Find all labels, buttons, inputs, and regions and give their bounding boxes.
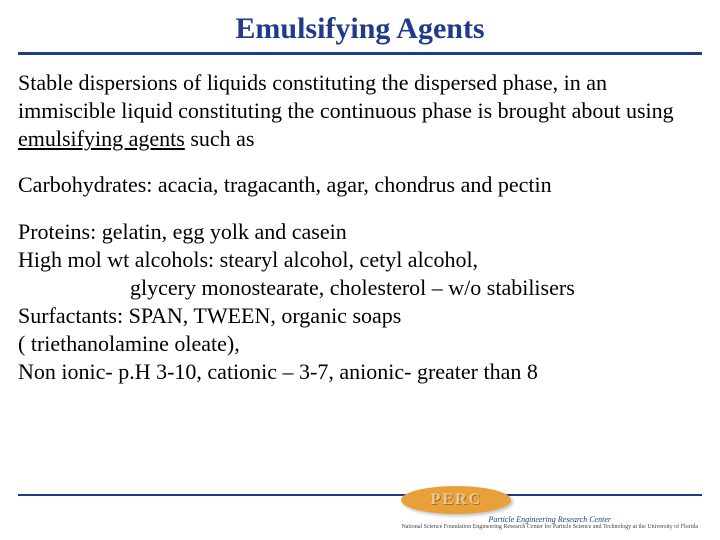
surfactants-paren: ( triethanolamine oleate), bbox=[18, 330, 702, 358]
perc-logo: PERC Particle Engineering Research Cente… bbox=[401, 486, 698, 530]
carbs-line: Carbohydrates: acacia, tragacanth, agar,… bbox=[18, 171, 702, 199]
nonionic-line: Non ionic- p.H 3-10, cationic – 3-7, ani… bbox=[18, 358, 702, 386]
title-rule bbox=[18, 52, 702, 55]
alcohols-line: High mol wt alcohols: stearyl alcohol, c… bbox=[18, 246, 702, 274]
proteins-line: Proteins: gelatin, egg yolk and casein bbox=[18, 218, 702, 246]
intro-text-post: such as bbox=[185, 126, 255, 151]
perc-logo-line2: National Science Foundation Engineering … bbox=[401, 524, 698, 530]
title-wrap: Emulsifying Agents bbox=[18, 12, 702, 46]
intro-text-pre: Stable dispersions of liquids constituti… bbox=[18, 70, 674, 123]
perc-logo-ellipse: PERC bbox=[401, 486, 511, 514]
perc-logo-line1: Particle Engineering Research Center bbox=[401, 515, 698, 524]
body-text: Stable dispersions of liquids constituti… bbox=[18, 69, 702, 387]
surfactants-line: Surfactants: SPAN, TWEEN, organic soaps bbox=[18, 302, 702, 330]
slide-container: Emulsifying Agents Stable dispersions of… bbox=[0, 0, 720, 540]
intro-paragraph: Stable dispersions of liquids constituti… bbox=[18, 69, 702, 153]
perc-logo-acronym: PERC bbox=[431, 491, 483, 509]
alcohols-indent: glycery monostearate, cholesterol – w/o … bbox=[18, 274, 702, 302]
block-remaining: Proteins: gelatin, egg yolk and casein H… bbox=[18, 218, 702, 387]
intro-text-underlined: emulsifying agents bbox=[18, 126, 185, 151]
slide-title: Emulsifying Agents bbox=[235, 12, 484, 46]
